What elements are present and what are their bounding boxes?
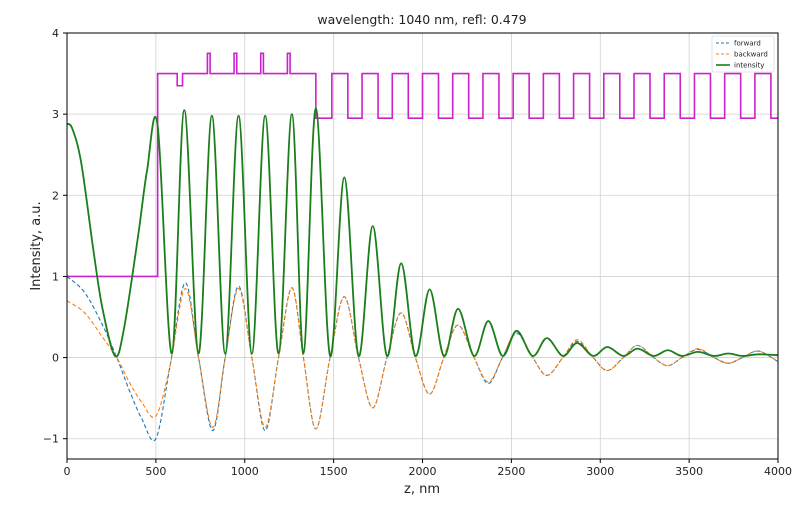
- y-tick-label: 1: [52, 270, 59, 283]
- chart-title: wavelength: 1040 nm, refl: 0.479: [317, 12, 526, 27]
- legend-box: [711, 35, 775, 73]
- x-axis-label: z, nm: [404, 482, 440, 497]
- y-tick-label: 3: [52, 108, 59, 121]
- x-tick-label: 1000: [231, 465, 259, 478]
- x-tick-label: 4000: [764, 465, 792, 478]
- series-group: [66, 52, 779, 442]
- x-tick-label: 3000: [586, 465, 614, 478]
- legend-label-forward: forward: [734, 40, 761, 48]
- series-line-backward: [66, 287, 779, 430]
- y-axis: −1 0 1 2 3 4: [43, 27, 67, 446]
- x-tick-label: 1500: [320, 465, 348, 478]
- x-tick-label: 2000: [409, 465, 437, 478]
- y-axis-label: Intensity, a.u.: [29, 201, 44, 290]
- x-tick-label: 3500: [675, 465, 703, 478]
- legend: forward backward intensity: [711, 35, 775, 73]
- y-tick-label: 4: [52, 27, 59, 40]
- x-tick-label: 2500: [497, 465, 525, 478]
- legend-label-intensity: intensity: [734, 62, 764, 70]
- legend-label-backward: backward: [734, 51, 768, 59]
- y-tick-label: 2: [52, 189, 59, 202]
- x-tick-label: 0: [64, 465, 71, 478]
- y-tick-label: −1: [43, 433, 59, 446]
- series-line-structure: [67, 52, 778, 278]
- series-line-intensity: [66, 107, 779, 358]
- series-line-forward: [66, 276, 779, 442]
- x-tick-label: 500: [145, 465, 166, 478]
- y-tick-label: 0: [52, 352, 59, 365]
- x-axis: 0 500 1000 1500 2000 2500 3000 3500 4000: [64, 459, 792, 478]
